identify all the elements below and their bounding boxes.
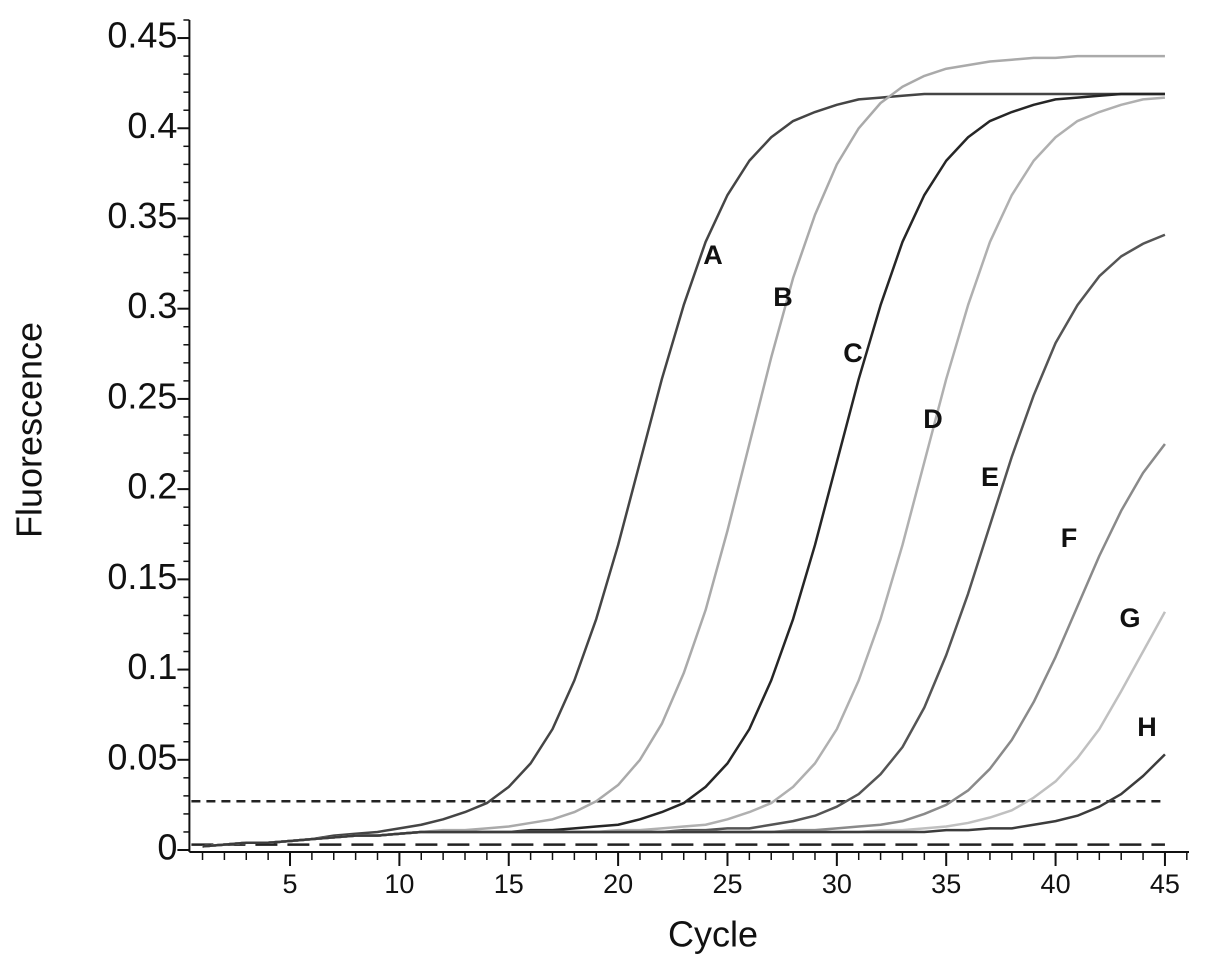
x-tick-label: 20 [603,869,633,899]
y-tick-label: 0.45 [107,15,177,56]
y-tick-label: 0.05 [107,736,177,777]
x-tick-label: 30 [822,869,852,899]
curve-label: C [843,338,863,368]
x-tick-label: 5 [283,869,298,899]
amplification-curve [202,611,1167,848]
y-tick-label: 0.4 [127,105,177,146]
x-axis-title: Cycle [668,914,758,955]
y-tick-label: 0.15 [107,556,177,597]
amplification-curve [202,233,1166,848]
y-axis-title: Fluorescence [9,322,50,538]
curve-label: B [773,282,793,312]
x-tick-label: 10 [384,869,414,899]
amplification-curve [202,753,1166,848]
y-tick-label: 0.3 [127,285,177,326]
y-tick-label: 0.2 [127,466,177,507]
curve-label: H [1137,712,1157,742]
amplification-curve [202,92,1165,848]
y-tick-label: 0.1 [127,646,177,687]
x-tick-label: 35 [931,869,961,899]
x-tick-label: 15 [494,869,524,899]
x-tick-label: 45 [1150,869,1180,899]
amplification-curve [202,96,1166,848]
amplification-curve [202,54,1165,848]
amplification-curve [202,443,1166,848]
y-tick-label: 0.35 [107,195,177,236]
x-tick-label: 40 [1041,869,1071,899]
amplification-curve [202,92,1165,848]
curve-label: F [1061,523,1078,553]
y-tick-label: 0.25 [107,375,177,416]
curve-label: G [1119,603,1140,633]
curve-label: A [703,240,723,270]
x-tick-label: 25 [712,869,742,899]
curve-label: E [981,462,999,492]
curve-label: D [923,404,943,434]
y-tick-label: 0 [157,827,177,868]
